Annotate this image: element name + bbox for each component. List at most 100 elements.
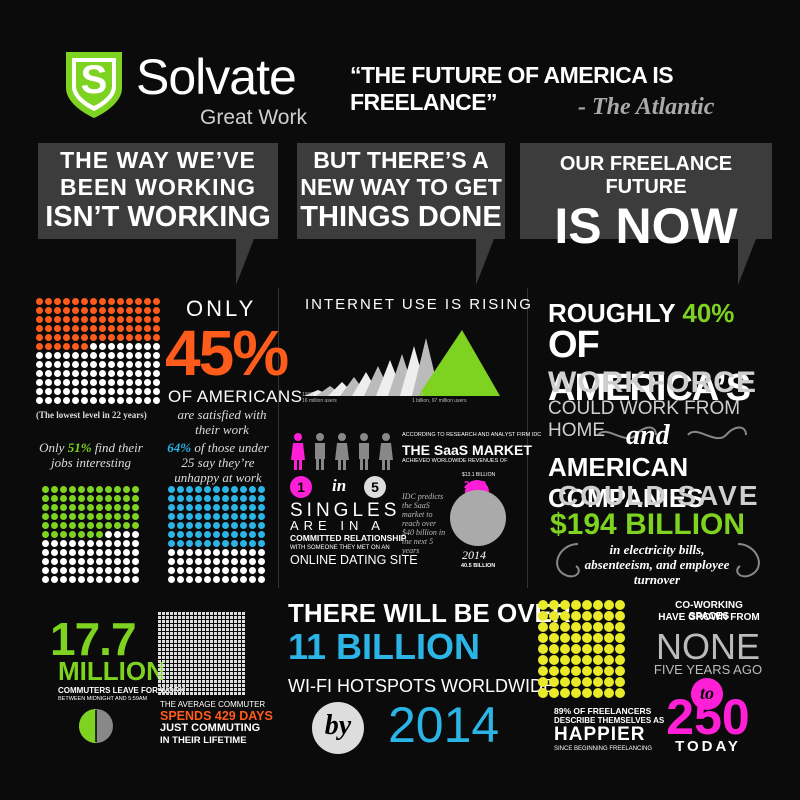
calendar-day xyxy=(194,644,197,647)
dot xyxy=(36,388,43,395)
dot xyxy=(36,343,43,350)
smiley-icon xyxy=(593,633,603,643)
dot xyxy=(249,567,256,574)
smiley-icon xyxy=(593,644,603,654)
calendar-day xyxy=(162,636,165,639)
dot xyxy=(135,352,142,359)
calendar-day xyxy=(226,672,229,675)
stat51-text-b: find their jobs interesting xyxy=(50,440,143,470)
dot xyxy=(78,576,85,583)
singles-in: in xyxy=(332,476,347,495)
dot xyxy=(96,513,103,520)
calendar-day xyxy=(242,644,245,647)
calendar-day xyxy=(170,632,173,635)
calendar-day xyxy=(218,664,221,667)
dot xyxy=(249,558,256,565)
commuters-avg: THE AVERAGE COMMUTER xyxy=(160,700,266,709)
dot xyxy=(114,504,121,511)
calendar-day xyxy=(186,652,189,655)
dot xyxy=(195,486,202,493)
dot xyxy=(99,307,106,314)
dot-grid-45 xyxy=(36,298,160,404)
calendar-day xyxy=(178,640,181,643)
bubble1-line3: ISN’T WORKING xyxy=(45,201,271,233)
stat45-caption: (The lowest level in 22 years) xyxy=(36,410,147,420)
calendar-day xyxy=(210,620,213,623)
dot xyxy=(258,576,265,583)
calendar-day xyxy=(206,672,209,675)
dot xyxy=(258,558,265,565)
calendar-day xyxy=(210,616,213,619)
dot xyxy=(186,522,193,529)
calendar-day xyxy=(198,624,201,627)
smiley-icon xyxy=(615,677,625,687)
calendar-day xyxy=(166,660,169,663)
commuters-spends: SPENDS 429 DAYS xyxy=(160,709,273,723)
calendar-day xyxy=(198,660,201,663)
calendar-day xyxy=(166,652,169,655)
calendar-day xyxy=(174,688,177,691)
calendar-day xyxy=(190,616,193,619)
calendar-day xyxy=(190,628,193,631)
calendar-day xyxy=(226,676,229,679)
dot xyxy=(60,504,67,511)
dot xyxy=(72,397,79,404)
smiley-icon xyxy=(615,655,625,665)
dot xyxy=(153,361,160,368)
calendar-day xyxy=(166,668,169,671)
smiley-icon xyxy=(582,666,592,676)
dot xyxy=(153,343,160,350)
dot xyxy=(117,298,124,305)
commuters-big: 17.7 xyxy=(50,613,137,665)
dot xyxy=(258,549,265,556)
saas-big-year: 2014 xyxy=(462,548,486,562)
calendar-day xyxy=(158,644,161,647)
dot xyxy=(90,397,97,404)
dot xyxy=(81,316,88,323)
calendar-day xyxy=(194,684,197,687)
dot xyxy=(36,352,43,359)
smiley-icon xyxy=(615,622,625,632)
stat45-only: ONLY xyxy=(186,296,257,321)
smiley-icon xyxy=(582,655,592,665)
calendar-day xyxy=(210,624,213,627)
calendar-day xyxy=(206,624,209,627)
workforce-l1: ROUGHLY 40% xyxy=(548,298,734,329)
smiley-icon xyxy=(549,666,559,676)
calendar-day xyxy=(202,624,205,627)
calendar-day xyxy=(218,676,221,679)
dot xyxy=(54,334,61,341)
dot xyxy=(78,531,85,538)
dot xyxy=(42,522,49,529)
dot xyxy=(249,549,256,556)
dot xyxy=(177,504,184,511)
dot xyxy=(126,307,133,314)
dot xyxy=(63,334,70,341)
calendar-day xyxy=(174,616,177,619)
dot xyxy=(231,495,238,502)
commuters-l1: COMMUTERS LEAVE FOR WORK xyxy=(58,686,186,695)
calendar-day xyxy=(178,632,181,635)
calendar-day xyxy=(214,636,217,639)
workforce-l5: AMERICAN COMPANIES xyxy=(548,452,704,513)
dot xyxy=(114,486,121,493)
dot xyxy=(69,513,76,520)
person-icon-highlighted xyxy=(291,433,305,470)
calendar-day xyxy=(218,692,221,695)
dot xyxy=(222,567,229,574)
calendar-day xyxy=(174,644,177,647)
calendar-day xyxy=(178,656,181,659)
calendar-day xyxy=(182,612,185,615)
calendar-day xyxy=(186,692,189,695)
dot xyxy=(168,495,175,502)
calendar-day xyxy=(190,664,193,667)
dot xyxy=(195,558,202,565)
smiley-icon xyxy=(593,688,603,698)
dot xyxy=(63,325,70,332)
calendar-day xyxy=(170,620,173,623)
bubble1-line2: BEEN WORKING xyxy=(60,174,256,200)
calendar-day xyxy=(214,692,217,695)
calendar-day xyxy=(210,632,213,635)
dot xyxy=(96,522,103,529)
saas-small-year: 2009 xyxy=(464,480,487,491)
